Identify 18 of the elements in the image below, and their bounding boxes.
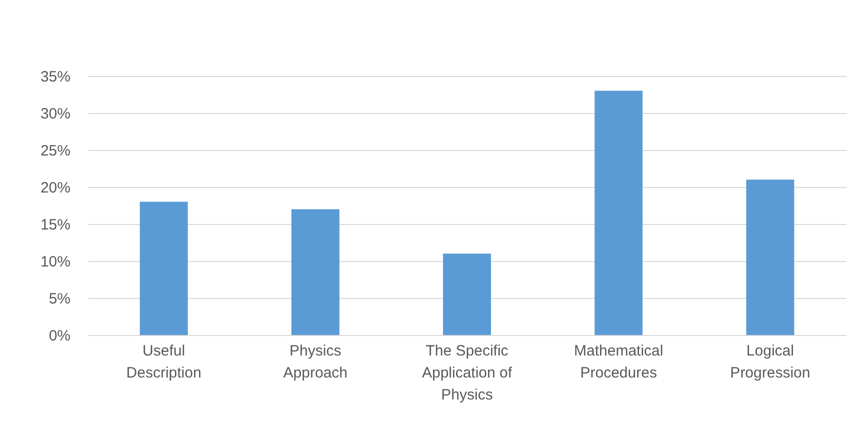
bar <box>594 90 643 335</box>
y-tick-label: 35% <box>40 68 70 86</box>
y-tick-label: 5% <box>48 290 70 308</box>
y-tick-label: 25% <box>40 142 70 160</box>
y-tick-label: 15% <box>40 216 70 234</box>
y-tick-label: 10% <box>40 254 70 270</box>
x-tick-label: Physics Approach <box>283 342 348 382</box>
x-tick-label: Useful Description <box>126 342 202 382</box>
bar <box>140 202 188 335</box>
x-tick-label: The Specific Application of Physics <box>422 342 513 404</box>
bar <box>443 254 491 335</box>
bar <box>291 209 340 335</box>
y-tick-label: 0% <box>48 328 70 344</box>
bar <box>746 180 794 335</box>
x-tick-label: Logical Progression <box>730 342 810 382</box>
x-tick-label: Mathematical Procedures <box>574 342 664 382</box>
y-tick-label: 30% <box>40 106 70 122</box>
y-tick-label: 20% <box>40 180 70 196</box>
